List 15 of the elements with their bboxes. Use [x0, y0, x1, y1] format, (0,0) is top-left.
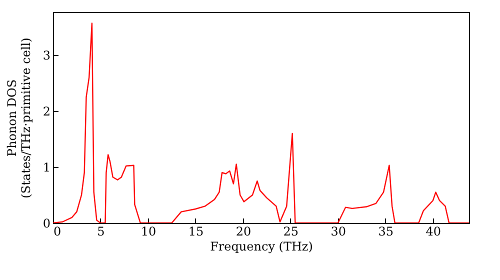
- x-tick-label: 30: [330, 224, 346, 238]
- x-tick-label: 15: [188, 224, 204, 238]
- x-tick-label: 10: [140, 224, 156, 238]
- y-tick-label: 2: [42, 104, 50, 119]
- line-series: [53, 22, 469, 223]
- x-tick-label: 20: [236, 224, 252, 238]
- x-tick-label: 5: [97, 224, 105, 238]
- y-axis-title: Phonon DOS (States/THz·primitive cell): [4, 38, 33, 198]
- x-tick-label: 40: [426, 224, 442, 238]
- x-tick-label: 0: [54, 224, 62, 238]
- x-tick-label: 35: [378, 224, 394, 238]
- y-tick-label: 1: [42, 160, 50, 175]
- x-tick-label: 25: [283, 224, 299, 238]
- x-axis-title: Frequency (THz): [210, 240, 313, 254]
- y-tick-label: 3: [42, 48, 50, 63]
